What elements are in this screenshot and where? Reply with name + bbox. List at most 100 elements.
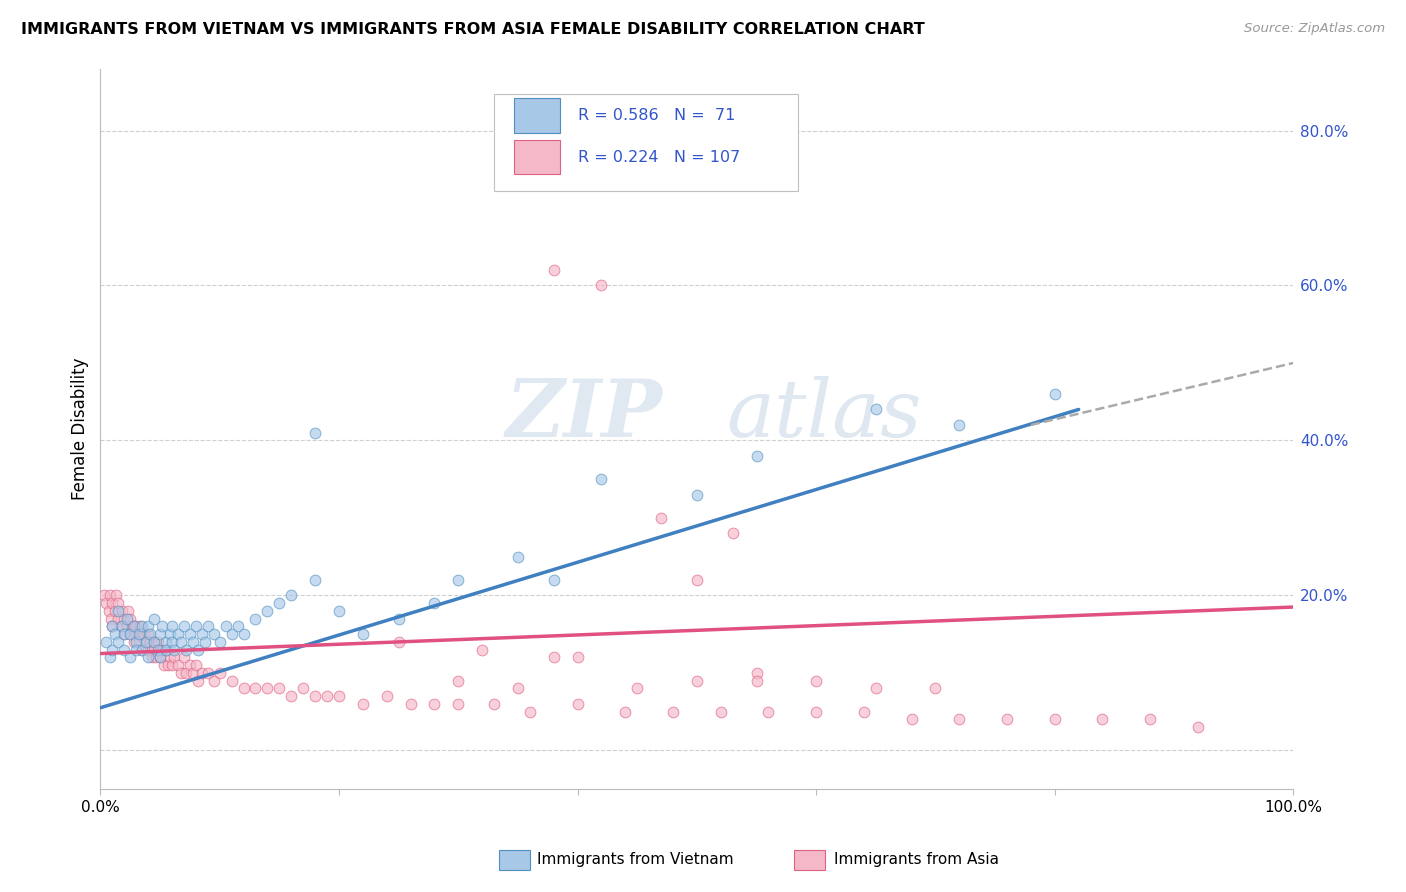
Point <box>447 573 470 587</box>
Point <box>184 619 207 633</box>
Point <box>146 642 169 657</box>
Point <box>101 596 124 610</box>
Point <box>135 635 157 649</box>
Point <box>173 650 195 665</box>
Point <box>155 642 177 657</box>
Text: atlas: atlas <box>727 376 922 453</box>
Point <box>686 573 709 587</box>
Point <box>650 511 672 525</box>
Point <box>471 642 494 657</box>
Y-axis label: Female Disability: Female Disability <box>72 358 89 500</box>
Point <box>125 635 148 649</box>
Point <box>245 612 267 626</box>
Text: ZIP: ZIP <box>506 376 662 453</box>
Point <box>214 619 236 633</box>
Point <box>202 627 225 641</box>
Point <box>352 697 374 711</box>
Point <box>134 627 156 641</box>
Point <box>328 689 350 703</box>
Point <box>269 681 291 696</box>
Point <box>1043 387 1066 401</box>
Point <box>388 635 411 649</box>
Point <box>447 673 470 688</box>
Point <box>159 627 181 641</box>
Point <box>128 627 150 641</box>
Point <box>120 612 142 626</box>
Point <box>304 573 326 587</box>
Point <box>292 681 315 696</box>
Point <box>159 650 181 665</box>
Point <box>98 589 121 603</box>
Point <box>745 665 768 680</box>
Point <box>152 658 174 673</box>
Point <box>174 642 197 657</box>
Point <box>139 627 162 641</box>
Point <box>506 681 529 696</box>
Point <box>183 635 205 649</box>
Point <box>101 619 124 633</box>
Point <box>112 612 135 626</box>
Point <box>101 619 124 633</box>
Point <box>804 705 827 719</box>
Point <box>256 681 278 696</box>
Point <box>143 612 166 626</box>
Point <box>352 627 374 641</box>
Point <box>136 650 159 665</box>
Point <box>710 705 733 719</box>
Point <box>194 635 217 649</box>
Point <box>139 635 162 649</box>
Point <box>150 642 173 657</box>
Point <box>852 705 875 719</box>
Point <box>120 627 142 641</box>
Point <box>948 417 970 432</box>
Point <box>184 658 207 673</box>
Point <box>304 425 326 440</box>
Point <box>112 627 135 641</box>
Point <box>221 627 243 641</box>
Point <box>721 526 744 541</box>
Point <box>804 673 827 688</box>
Point <box>160 635 183 649</box>
Point <box>865 681 887 696</box>
Point <box>136 627 159 641</box>
Point <box>245 681 267 696</box>
Point <box>93 589 115 603</box>
Point <box>121 619 143 633</box>
Point <box>104 589 127 603</box>
Text: R = 0.586   N =  71: R = 0.586 N = 71 <box>578 108 735 123</box>
Point <box>567 650 589 665</box>
Point <box>167 658 190 673</box>
Point <box>163 642 186 657</box>
Point <box>174 665 197 680</box>
Point <box>304 689 326 703</box>
Point <box>543 573 565 587</box>
Point <box>96 635 118 649</box>
Point <box>157 658 180 673</box>
Point <box>112 642 135 657</box>
Point <box>190 665 212 680</box>
Point <box>149 627 172 641</box>
Point <box>104 604 127 618</box>
Point <box>375 689 398 703</box>
Point <box>179 658 201 673</box>
Point <box>107 612 129 626</box>
Point <box>120 627 142 641</box>
Text: Immigrants from Vietnam: Immigrants from Vietnam <box>537 853 734 867</box>
Point <box>232 681 254 696</box>
Point <box>125 619 148 633</box>
Point <box>1139 713 1161 727</box>
Point <box>179 627 201 641</box>
Point <box>567 697 589 711</box>
Point <box>865 402 887 417</box>
Point <box>280 589 302 603</box>
Point <box>155 635 177 649</box>
Point <box>115 619 138 633</box>
Point <box>111 619 134 633</box>
Point <box>226 619 249 633</box>
Point <box>187 642 209 657</box>
Point <box>1043 713 1066 727</box>
Point <box>208 665 231 680</box>
Point <box>128 635 150 649</box>
Point <box>96 596 118 610</box>
Point <box>1187 720 1209 734</box>
